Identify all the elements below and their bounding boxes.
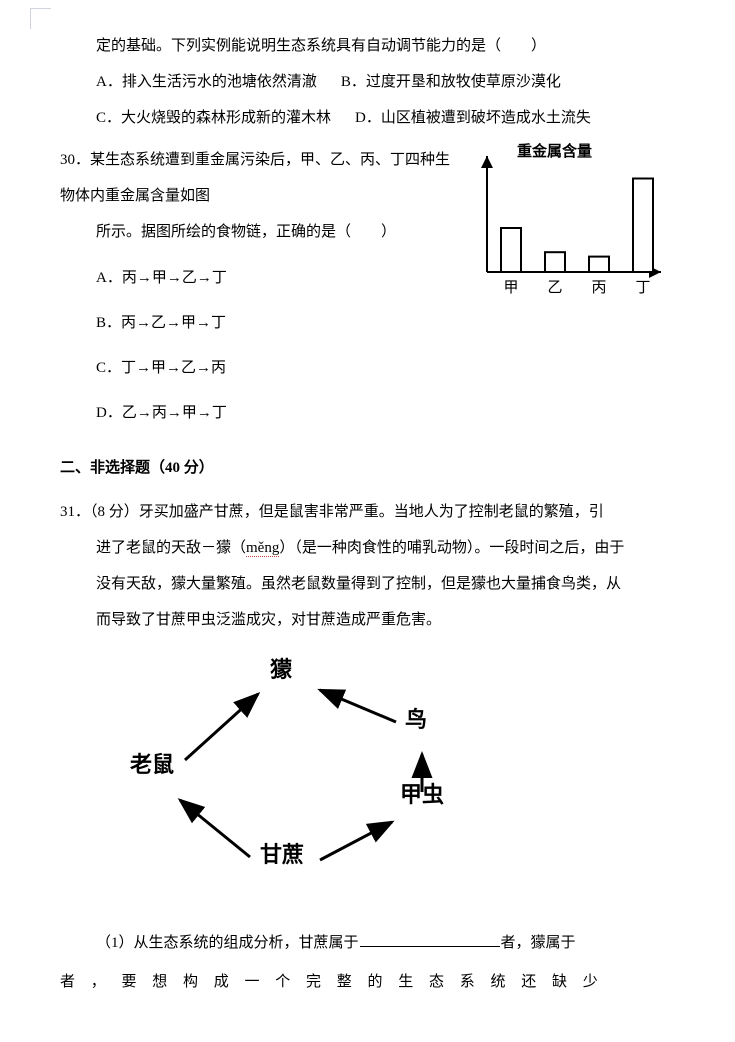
q30-bar-chart: 重金属含量甲 乙 丙 丁 [475,142,675,316]
q30-option-d: D．乙→丙→甲→丁 [96,391,276,436]
svg-text:老鼠: 老鼠 [129,752,174,777]
q30-option-b: B．丙→乙→甲→丁 [96,301,276,346]
exam-page: 定的基础。下列实例能说明生态系统具有自动调节能力的是（ ） A．排入生活污水的池… [0,0,735,1042]
svg-text:甲: 甲 [503,279,518,296]
page-corner-mark [30,8,51,29]
svg-text:乙: 乙 [547,279,562,296]
q31-sub1-text-a: （1）从生态系统的组成分析，甘蔗属于 [96,935,359,951]
q31: 31．（8 分）牙买加盛产甘蔗，但是鼠害非常严重。当地人为了控制老鼠的繁殖，引 … [60,494,675,1002]
q29-option-a: A．排入生活污水的池塘依然清澈 [96,64,317,100]
svg-text:甲虫: 甲虫 [400,782,444,807]
fill-blank-1 [360,931,500,947]
q31-stem-line3: 没有天敌，獴大量繁殖。虽然老鼠数量得到了控制，但是獴也大量捕食鸟类，从 [96,576,621,592]
q29-continuation: 定的基础。下列实例能说明生态系统具有自动调节能力的是（ ） A．排入生活污水的池… [60,28,675,136]
section-2-header: 二、非选择题（40 分） [60,450,675,486]
q29-options-row2: C．大火烧毁的森林形成新的灌木林 D．山区植被遭到破坏造成水土流失 [96,100,675,136]
q31-stem-line1: （8 分）牙买加盛产甘蔗，但是鼠害非常严重。当地人为了控制老鼠的繁殖，引 [90,504,604,520]
q31-sub1: （1）从生态系统的组成分析，甘蔗属于 者，獴属于 [60,924,675,963]
q29-option-d: D．山区植被遭到破坏造成水土流失 [355,100,591,136]
q30: 30．某生态系统遭到重金属污染后，甲、乙、丙、丁四种生物体内重金属含量如图 所示… [60,142,675,436]
svg-text:獴: 獴 [270,657,292,682]
q30-option-c: C．丁→甲→乙→丙 [96,346,276,391]
q29-option-c: C．大火烧毁的森林形成新的灌木林 [96,100,331,136]
svg-text:丁: 丁 [635,279,650,296]
q31-stem-line2b: ）（是一种肉食性的哺乳动物）。一段时间之后，由于 [279,540,624,556]
svg-text:重金属含量: 重金属含量 [517,142,592,160]
q31-food-web: 獴鸟老鼠甲虫甘蔗 [100,652,675,906]
q29-stem-cont: 定的基础。下列实例能说明生态系统具有自动调节能力的是（ ） [96,28,675,64]
q31-sub1-line2: 者 ， 要 想 构 成 一 个 完 整 的 生 态 系 统 还 缺 少 [60,963,675,1002]
q31-sub1-text-b: 者，獴属于 [501,935,576,951]
svg-text:丙: 丙 [591,279,606,296]
q31-pinyin-meng: měng [246,540,279,557]
q31-stem-line2a: 进了老鼠的天敌－獴（ [96,540,246,556]
q30-stem-line2: 所示。据图所绘的食物链，正确的是（ ） [96,224,396,240]
q29-option-b: B．过度开垦和放牧使草原沙漠化 [341,64,561,100]
q31-stem-line4: 而导致了甘蔗甲虫泛滥成灾，对甘蔗造成严重危害。 [96,612,441,628]
q30-options: A．丙→甲→乙→丁 B．丙→乙→甲→丁 C．丁→甲→乙→丙 D．乙→丙→甲→丁 [60,256,463,436]
bar-chart-svg: 重金属含量甲 乙 丙 丁 [475,142,670,302]
q31-number: 31． [60,504,90,520]
svg-text:鸟: 鸟 [405,707,427,732]
q30-number: 30． [60,152,90,168]
svg-text:甘蔗: 甘蔗 [260,842,304,867]
q30-option-a: A．丙→甲→乙→丁 [96,256,276,301]
food-web-svg: 獴鸟老鼠甲虫甘蔗 [100,652,500,892]
q30-stem-line1: 某生态系统遭到重金属污染后，甲、乙、丙、丁四种生物体内重金属含量如图 [60,152,450,204]
q31-sub1-text-c: 者 ， 要 想 构 成 一 个 完 整 的 生 态 系 统 还 缺 少 [60,974,604,990]
q29-options-row1: A．排入生活污水的池塘依然清澈 B．过度开垦和放牧使草原沙漠化 [96,64,675,100]
